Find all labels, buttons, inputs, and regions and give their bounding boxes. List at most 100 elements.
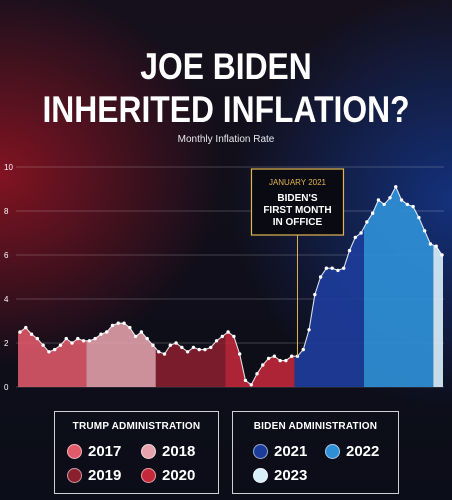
data-point <box>18 330 22 334</box>
data-point <box>76 336 80 341</box>
data-point <box>278 358 282 363</box>
data-point <box>284 358 288 363</box>
annotation-line3: IN OFFICE <box>273 217 323 228</box>
data-point <box>232 334 236 339</box>
legend-item-2017: 2017 <box>67 443 121 460</box>
legend-swatch-2020 <box>141 468 156 483</box>
data-point <box>35 336 40 341</box>
data-point <box>388 196 392 200</box>
y-tick-label: 0 <box>4 383 9 392</box>
data-point <box>151 343 155 347</box>
data-point <box>411 204 415 209</box>
data-point <box>289 354 294 358</box>
data-point <box>214 339 219 343</box>
data-point <box>87 339 92 343</box>
y-tick-label: 4 <box>4 295 9 304</box>
data-point <box>226 330 230 334</box>
annotation-line1: BIDEN'S <box>277 193 317 204</box>
annotation-box <box>250 168 345 236</box>
area-2017 <box>18 327 87 387</box>
data-point <box>295 354 300 358</box>
data-point <box>266 356 271 361</box>
data-point <box>209 345 213 350</box>
annotation-line2: FIRST MONTH <box>263 205 331 216</box>
data-point <box>261 363 265 367</box>
data-point <box>336 268 340 273</box>
y-tick-label: 10 <box>4 163 13 172</box>
legend-swatch-2022 <box>325 444 340 459</box>
data-point <box>313 292 317 297</box>
data-point <box>434 244 438 248</box>
legend-swatch-2019 <box>67 468 82 483</box>
data-point <box>318 275 323 279</box>
area-2019 <box>155 334 226 387</box>
data-point <box>116 321 120 325</box>
data-point <box>145 336 149 341</box>
data-point <box>428 242 433 246</box>
data-point <box>168 343 173 347</box>
data-point <box>52 347 57 352</box>
data-point <box>365 220 369 224</box>
legend-item-2023: 2023 <box>253 467 307 484</box>
area-2022 <box>363 186 434 387</box>
data-point <box>24 325 28 330</box>
data-point <box>197 347 201 352</box>
data-point <box>29 332 34 336</box>
data-point <box>174 341 178 345</box>
y-tick-label: 8 <box>4 207 9 216</box>
data-point <box>301 347 305 352</box>
y-tick-label: 6 <box>4 251 9 260</box>
legend-trump-administration: TRUMP ADMINISTRATION 2017 2018 2019 2020 <box>54 411 219 494</box>
data-point <box>342 266 346 270</box>
legend-biden-administration: BIDEN ADMINISTRATION 2021 2022 2023 <box>232 411 399 494</box>
legend-item-2020: 2020 <box>141 467 195 484</box>
data-point <box>70 341 74 345</box>
inflation-chart: 0 2 4 6 8 10 JANUARY 2021 BIDEN'S FIRST MONTH… <box>4 163 444 392</box>
data-point <box>422 229 427 233</box>
data-point <box>440 253 444 257</box>
legend-biden-title: BIDEN ADMINISTRATION <box>253 421 378 432</box>
data-point <box>394 185 398 189</box>
page-title-line1: JOE BIDEN <box>140 46 312 87</box>
data-point <box>99 332 103 336</box>
legend-item-2019: 2019 <box>67 467 121 484</box>
legend-trump-title: TRUMP ADMINISTRATION <box>72 421 201 432</box>
data-point <box>330 266 334 270</box>
data-point <box>347 248 352 253</box>
legend-item-2022: 2022 <box>325 443 379 460</box>
data-point <box>405 202 410 207</box>
data-point <box>417 215 421 220</box>
legend-label-2022: 2022 <box>346 443 380 460</box>
data-point <box>81 339 86 343</box>
legend-item-2021: 2021 <box>253 443 307 460</box>
data-point <box>382 202 386 207</box>
chart-subtitle: Monthly Inflation Rate <box>177 134 275 145</box>
data-point <box>139 330 144 334</box>
data-point <box>324 266 329 270</box>
data-point <box>185 350 190 354</box>
data-point <box>162 352 167 356</box>
data-point <box>359 231 363 235</box>
legend-swatch-2017 <box>67 444 82 459</box>
data-point <box>249 383 253 387</box>
area-2020 <box>225 332 295 387</box>
legend-label-2020: 2020 <box>162 467 196 484</box>
area-2018 <box>86 323 156 387</box>
data-point <box>220 334 225 339</box>
data-point <box>243 378 248 383</box>
legend-item-2018: 2018 <box>141 443 195 460</box>
data-point <box>272 354 277 358</box>
chart-areas <box>18 186 443 387</box>
data-point <box>122 321 126 325</box>
chart-points <box>18 185 444 387</box>
legend-label-2017: 2017 <box>88 443 122 460</box>
data-point <box>128 325 132 330</box>
data-point <box>353 235 357 240</box>
legend-label-2019: 2019 <box>88 467 122 484</box>
legend-swatch-2021 <box>253 444 268 459</box>
legend-label-2018: 2018 <box>162 443 196 460</box>
chart-annotation: JANUARY 2021 BIDEN'S FIRST MONTH IN OFFI… <box>250 168 345 357</box>
data-point <box>41 343 45 347</box>
data-point <box>399 198 404 202</box>
data-point <box>157 350 161 354</box>
